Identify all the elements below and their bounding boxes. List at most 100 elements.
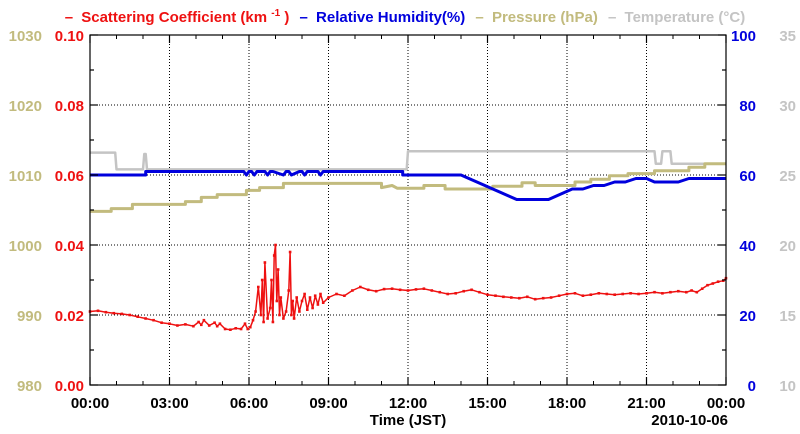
data-point [533, 297, 537, 301]
data-point [653, 290, 656, 294]
legend-scattering-close: ) [284, 9, 289, 26]
y-tick-label-scattering: 0.04 [55, 238, 85, 255]
data-point [613, 293, 616, 296]
data-point [454, 292, 457, 295]
data-point [716, 280, 720, 283]
data-point [279, 296, 283, 299]
data-point [223, 327, 227, 331]
data-point [275, 299, 279, 303]
y-tick-label-temperature: 15 [779, 308, 796, 325]
data-point [321, 301, 325, 304]
y-tick-label-pressure: 1010 [9, 168, 42, 185]
data-point [300, 299, 304, 303]
data-point [215, 324, 219, 328]
data-point [406, 289, 410, 292]
data-point [685, 290, 688, 294]
x-tick-label: 09:00 [309, 395, 347, 412]
data-point [311, 306, 314, 310]
data-point [526, 295, 529, 299]
data-point [213, 321, 216, 324]
data-point [176, 324, 179, 327]
legend-temperature-label: Temperature (°C) [625, 9, 746, 26]
data-point [700, 287, 704, 290]
data-point [374, 289, 378, 293]
legend-pressure-dash: – [475, 9, 483, 26]
data-point [268, 306, 272, 310]
x-tick-label: 00:00 [707, 395, 745, 412]
legend-humidity-dash: – [300, 9, 308, 26]
y-tick-label-scattering: 0.02 [55, 308, 84, 325]
series-line-temperature [90, 149, 726, 171]
data-point [510, 296, 513, 299]
data-point [144, 317, 147, 320]
data-point [207, 324, 211, 327]
data-point [308, 296, 312, 299]
data-point [557, 294, 561, 297]
data-point [291, 299, 294, 303]
data-point [478, 290, 481, 294]
x-tick-label: 06:00 [230, 395, 268, 412]
y-tick-label-pressure: 990 [17, 308, 42, 325]
data-point [192, 324, 195, 328]
data-point [430, 289, 434, 292]
data-point [722, 279, 725, 282]
data-point [414, 288, 418, 291]
data-point [690, 289, 693, 292]
legend-scattering-dash: – [65, 9, 73, 26]
data-point [621, 292, 624, 296]
y-tick-label-pressure: 980 [17, 378, 42, 395]
data-point [272, 254, 276, 257]
data-point [288, 250, 292, 254]
data-point [306, 308, 309, 311]
x-axis-label: Time (JST) [370, 412, 446, 429]
data-point [303, 292, 306, 296]
y-tick-label-temperature: 35 [779, 28, 796, 45]
data-point [446, 292, 449, 296]
data-point [629, 292, 632, 295]
data-point [239, 327, 243, 331]
data-point [284, 310, 288, 313]
data-point [270, 278, 273, 282]
data-point [605, 292, 609, 296]
data-point [677, 289, 680, 293]
data-point [645, 292, 648, 295]
axis-ticks: 00:00 03:00 06:00 09:00 12:00 15:00 18:00 21:00… [9, 28, 796, 412]
data-point [319, 292, 322, 296]
x-tick-label: 18:00 [548, 395, 586, 412]
series-group [88, 149, 728, 331]
y-tick-label-pressure: 1020 [9, 98, 42, 115]
data-point [316, 303, 320, 306]
y-tick-label-scattering: 0.08 [55, 98, 84, 115]
data-point [637, 292, 640, 296]
grid [90, 35, 726, 385]
data-point [486, 293, 489, 296]
data-point [661, 292, 664, 295]
series-line-pressure [90, 162, 726, 213]
data-point [295, 296, 298, 299]
data-point [335, 292, 338, 296]
data-point [573, 292, 577, 295]
data-point [541, 296, 545, 300]
y-tick-label-temperature: 25 [779, 168, 796, 185]
data-point [351, 289, 354, 292]
data-point [462, 289, 465, 293]
data-point [112, 311, 116, 315]
data-point [263, 261, 267, 264]
data-point [260, 278, 264, 282]
data-point [359, 285, 362, 289]
y-tick-label-pressure: 1030 [9, 28, 42, 45]
data-point [313, 294, 317, 297]
data-point [327, 296, 330, 299]
x-tick-label: 12:00 [389, 395, 427, 412]
legend-scattering-sup: -1 [271, 8, 280, 19]
data-point [202, 318, 206, 322]
y-tick-label-scattering: 0.10 [55, 28, 84, 45]
legend-temperature-dash: – [608, 9, 616, 26]
data-point [168, 322, 171, 325]
y-tick-label-pressure: 1000 [9, 238, 42, 255]
data-point [128, 313, 131, 317]
data-point [243, 322, 247, 325]
data-point [589, 293, 593, 296]
data-point [274, 243, 277, 247]
